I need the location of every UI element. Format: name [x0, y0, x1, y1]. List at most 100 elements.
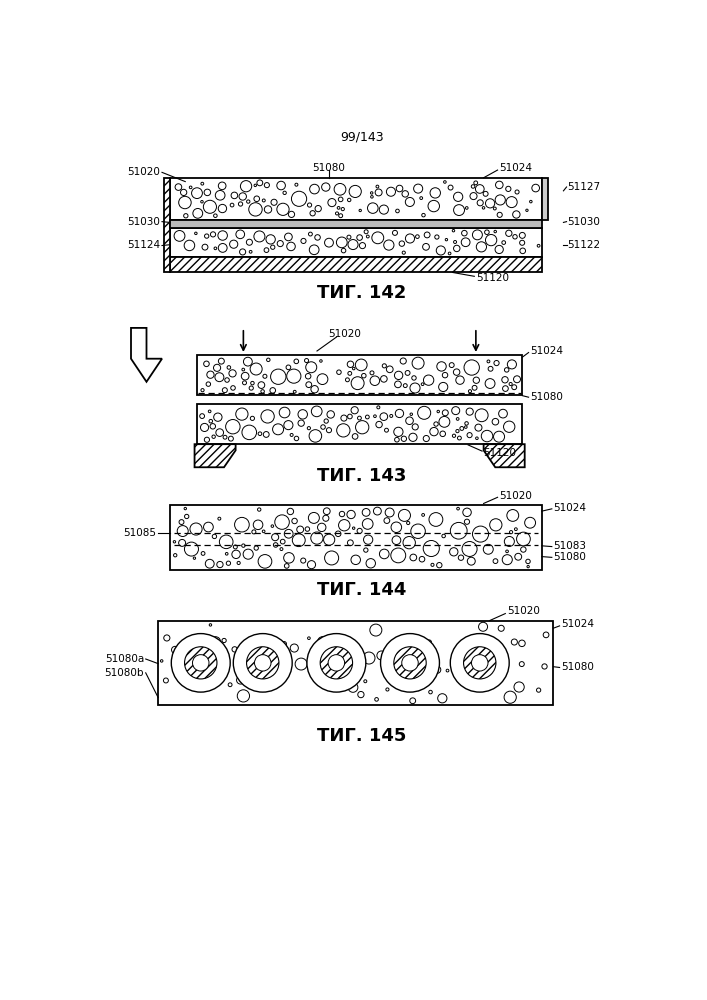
- Circle shape: [366, 415, 369, 419]
- Circle shape: [258, 432, 262, 436]
- Circle shape: [185, 542, 199, 556]
- Circle shape: [216, 429, 223, 436]
- Circle shape: [201, 389, 204, 392]
- Circle shape: [504, 536, 515, 546]
- Circle shape: [515, 553, 522, 560]
- Circle shape: [218, 358, 224, 364]
- Circle shape: [286, 365, 291, 370]
- Circle shape: [420, 197, 423, 199]
- Circle shape: [364, 680, 367, 683]
- Circle shape: [214, 247, 217, 250]
- Circle shape: [192, 655, 209, 671]
- Circle shape: [294, 359, 298, 364]
- Circle shape: [226, 670, 228, 672]
- Circle shape: [394, 427, 403, 436]
- Circle shape: [419, 556, 425, 562]
- Circle shape: [201, 200, 203, 203]
- Circle shape: [171, 634, 230, 692]
- Circle shape: [262, 199, 265, 202]
- Circle shape: [436, 246, 445, 255]
- Text: 51120: 51120: [484, 448, 517, 458]
- Circle shape: [239, 193, 247, 200]
- Circle shape: [416, 235, 419, 238]
- Text: ΤИГ. 145: ΤИГ. 145: [317, 727, 407, 745]
- Circle shape: [502, 555, 513, 565]
- Circle shape: [264, 183, 269, 188]
- Circle shape: [347, 361, 354, 367]
- Circle shape: [232, 550, 240, 559]
- Circle shape: [218, 244, 227, 252]
- Circle shape: [409, 433, 417, 441]
- Circle shape: [301, 238, 306, 244]
- Circle shape: [219, 535, 233, 549]
- Circle shape: [226, 561, 230, 565]
- Circle shape: [209, 419, 213, 423]
- Circle shape: [185, 514, 189, 519]
- Text: 51080: 51080: [312, 163, 345, 173]
- Text: 51020: 51020: [507, 606, 539, 616]
- Circle shape: [351, 377, 364, 390]
- Circle shape: [334, 183, 346, 195]
- Polygon shape: [194, 444, 235, 467]
- Circle shape: [335, 531, 341, 537]
- Circle shape: [382, 364, 387, 368]
- Circle shape: [464, 422, 468, 425]
- Circle shape: [464, 426, 467, 428]
- Circle shape: [339, 214, 343, 218]
- Circle shape: [347, 235, 351, 239]
- Circle shape: [241, 372, 249, 380]
- Circle shape: [456, 418, 459, 420]
- Circle shape: [321, 425, 325, 429]
- Circle shape: [228, 436, 233, 441]
- Circle shape: [308, 512, 320, 523]
- Circle shape: [277, 241, 284, 247]
- Circle shape: [519, 662, 525, 667]
- Circle shape: [502, 377, 508, 383]
- Circle shape: [462, 640, 472, 649]
- Circle shape: [496, 181, 503, 189]
- Circle shape: [429, 513, 443, 526]
- Circle shape: [242, 544, 245, 547]
- Circle shape: [442, 534, 445, 538]
- Circle shape: [430, 188, 440, 198]
- Circle shape: [392, 230, 397, 235]
- Circle shape: [406, 417, 414, 425]
- Circle shape: [243, 357, 252, 366]
- Circle shape: [275, 515, 289, 529]
- Circle shape: [218, 182, 226, 190]
- Circle shape: [461, 238, 470, 247]
- Circle shape: [487, 360, 490, 363]
- Circle shape: [358, 416, 361, 420]
- Circle shape: [488, 366, 493, 371]
- Circle shape: [475, 424, 482, 431]
- Circle shape: [317, 637, 328, 647]
- Circle shape: [424, 232, 430, 238]
- Circle shape: [233, 634, 292, 692]
- Circle shape: [543, 632, 549, 638]
- Circle shape: [498, 409, 508, 418]
- Circle shape: [240, 249, 246, 255]
- Circle shape: [387, 366, 393, 373]
- Circle shape: [452, 229, 455, 232]
- Circle shape: [230, 203, 234, 207]
- Circle shape: [353, 527, 355, 529]
- Circle shape: [311, 386, 318, 393]
- Circle shape: [211, 661, 222, 672]
- Circle shape: [376, 421, 382, 428]
- Circle shape: [247, 200, 250, 203]
- Circle shape: [390, 414, 392, 417]
- Circle shape: [427, 640, 431, 644]
- Circle shape: [336, 212, 339, 215]
- Circle shape: [201, 552, 205, 555]
- Circle shape: [163, 678, 168, 683]
- Circle shape: [292, 534, 305, 547]
- Circle shape: [232, 647, 238, 652]
- Circle shape: [418, 406, 431, 419]
- Circle shape: [361, 373, 366, 378]
- Circle shape: [375, 189, 382, 196]
- Circle shape: [467, 433, 472, 438]
- Circle shape: [201, 423, 209, 432]
- Circle shape: [530, 200, 532, 203]
- Circle shape: [437, 410, 440, 413]
- Circle shape: [271, 369, 286, 384]
